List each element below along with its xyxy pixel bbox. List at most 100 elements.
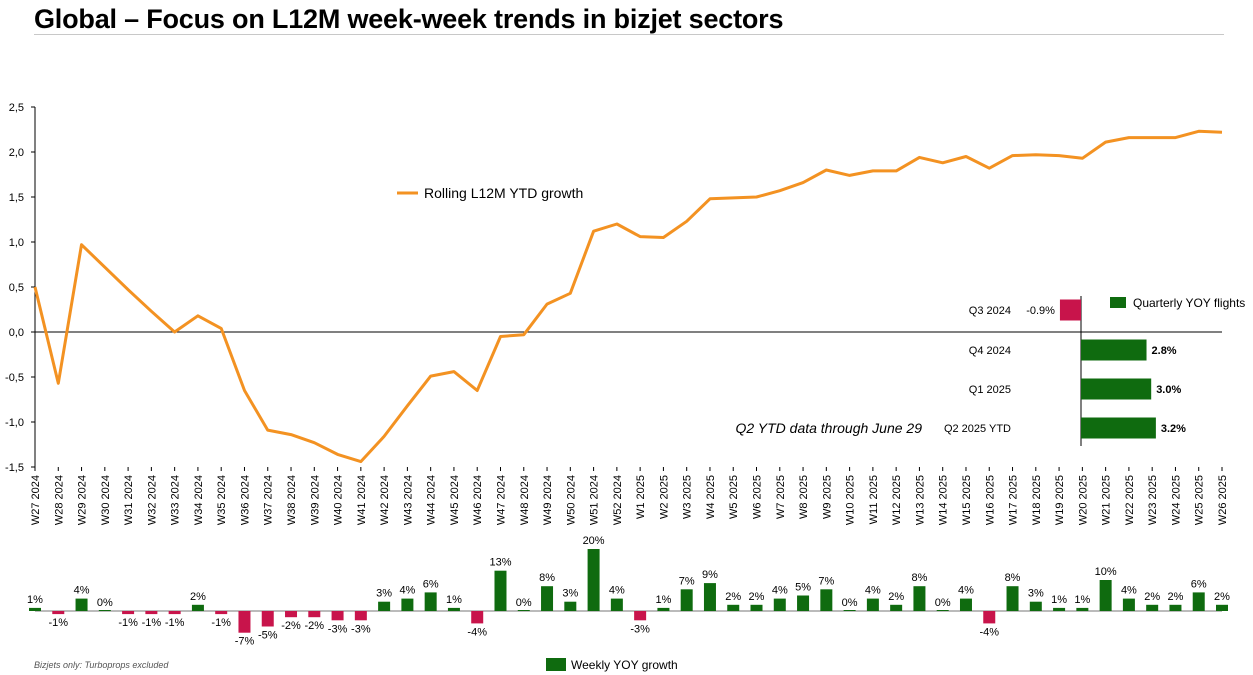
x-tick-label: W37 2024 <box>263 475 275 525</box>
weekly-legend-swatch <box>546 658 566 671</box>
weekly-bar-label: 6% <box>1191 578 1207 590</box>
weekly-bar-label: -4% <box>467 626 487 638</box>
weekly-bar <box>820 589 833 611</box>
weekly-bar <box>378 601 391 611</box>
weekly-bar-label: -1% <box>118 617 138 629</box>
weekly-bar-label: 0% <box>935 597 951 609</box>
weekly-bar-label: 8% <box>539 572 555 584</box>
weekly-bar-label: 1% <box>1074 594 1090 606</box>
weekly-bar <box>750 604 763 611</box>
rolling-growth-line <box>33 129 1223 464</box>
y-tick-label: -0,5 <box>5 372 24 384</box>
weekly-bar <box>610 598 623 611</box>
x-tick-label: W8 2025 <box>798 475 810 519</box>
x-tick-label: W2 2025 <box>658 475 670 519</box>
x-tick-label: W16 2025 <box>984 475 996 525</box>
weekly-bar <box>1029 601 1042 611</box>
y-tick-label: 1,0 <box>9 237 24 249</box>
weekly-bar-label: 3% <box>1028 588 1044 600</box>
quarterly-bar <box>1059 299 1081 321</box>
weekly-bar-label: 3% <box>562 588 578 600</box>
weekly-bar-label: -1% <box>165 617 185 629</box>
x-tick-label: W41 2024 <box>356 475 368 525</box>
quarterly-legend: Quarterly YOY flights <box>1110 296 1245 310</box>
weekly-bar-label: 7% <box>818 575 834 587</box>
weekly-bar-label: 4% <box>865 585 881 597</box>
weekly-bar-label: -1% <box>142 617 162 629</box>
y-tick-label: 1,5 <box>9 192 24 204</box>
y-tick-label: -1,5 <box>5 462 24 474</box>
weekly-bar <box>424 592 437 611</box>
x-tick-label: W48 2024 <box>519 475 531 525</box>
quarterly-note: Q2 YTD data through June 29 <box>735 420 922 436</box>
weekly-bar-label: -1% <box>211 617 231 629</box>
weekly-bar-label: -4% <box>979 626 999 638</box>
weekly-legend-label: Weekly YOY growth <box>571 658 678 672</box>
weekly-bar-label: 2% <box>888 591 904 603</box>
weekly-bar-label: -1% <box>48 617 68 629</box>
weekly-bar-label: 8% <box>911 572 927 584</box>
weekly-bar <box>1216 604 1228 611</box>
x-tick-label: W6 2025 <box>752 475 764 519</box>
weekly-bar-label: 1% <box>1051 594 1067 606</box>
weekly-bar-label: -7% <box>235 636 255 648</box>
x-tick-label: W29 2024 <box>77 475 89 525</box>
weekly-bar <box>866 598 879 611</box>
weekly-bar-label: 13% <box>489 557 511 569</box>
x-tick-label: W13 2025 <box>914 475 926 525</box>
weekly-bar <box>1192 592 1205 611</box>
weekly-bar <box>541 586 554 611</box>
y-tick-label: 2,0 <box>9 147 24 159</box>
weekly-bar <box>983 611 996 624</box>
x-tick-label: W7 2025 <box>775 475 787 519</box>
weekly-bar <box>447 607 460 611</box>
x-tick-label: W42 2024 <box>379 475 391 525</box>
weekly-bar-label: 9% <box>702 569 718 581</box>
weekly-bar-label: 1% <box>27 594 43 606</box>
weekly-bar-label: 2% <box>749 591 765 603</box>
quarterly-legend-label: Quarterly YOY flights <box>1133 296 1245 310</box>
x-tick-label: W11 2025 <box>868 475 880 524</box>
x-tick-label: W18 2025 <box>1031 475 1043 525</box>
weekly-bar-label: 1% <box>446 594 462 606</box>
y-tick-label: 0,0 <box>9 327 24 339</box>
x-tick-label: W15 2025 <box>961 475 973 525</box>
weekly-bar-label: 4% <box>609 585 625 597</box>
weekly-bar <box>517 610 530 611</box>
weekly-bar <box>587 549 600 611</box>
weekly-bar <box>773 598 786 611</box>
line-legend: Rolling L12M YTD growth <box>397 185 583 201</box>
weekly-bar <box>191 604 204 611</box>
weekly-bar <box>471 611 484 624</box>
x-tick-label: W31 2024 <box>123 475 135 525</box>
weekly-bar-label: 7% <box>679 575 695 587</box>
weekly-bar <box>703 583 716 611</box>
weekly-bar <box>1122 598 1135 611</box>
weekly-bar-label: -2% <box>281 620 301 632</box>
x-tick-label: W47 2024 <box>495 475 507 525</box>
x-tick-label: W32 2024 <box>146 475 158 525</box>
x-tick-label: W35 2024 <box>216 475 228 525</box>
weekly-bar <box>285 611 298 618</box>
weekly-legend: Weekly YOY growth <box>546 658 678 672</box>
x-tick-label: W17 2025 <box>1008 475 1020 525</box>
weekly-bar <box>75 598 88 611</box>
x-tick-label: W33 2024 <box>170 475 182 525</box>
weekly-bar-label: 2% <box>1144 591 1160 603</box>
weekly-bar-label: 0% <box>516 597 532 609</box>
weekly-bar <box>1006 586 1019 611</box>
footnote: Bizjets only: Turboprops excluded <box>34 660 169 670</box>
weekly-bar <box>1169 604 1182 611</box>
page-title: Global – Focus on L12M week-week trends … <box>34 4 784 34</box>
x-tick-label: W44 2024 <box>426 475 438 525</box>
weekly-bar <box>913 586 926 611</box>
weekly-bar-label: -3% <box>351 623 371 635</box>
weekly-bar-label: 2% <box>190 591 206 603</box>
x-tick-label: W20 2025 <box>1077 475 1089 525</box>
line-legend-label: Rolling L12M YTD growth <box>424 185 583 201</box>
weekly-bar <box>797 595 810 611</box>
weekly-bar <box>401 598 414 611</box>
x-tick-label: W39 2024 <box>309 475 321 525</box>
week-labels: W27 2024 W28 2024 W29 2024 W30 2024 W31 2024… <box>30 467 1229 525</box>
quarterly-value-label: 3.0% <box>1156 384 1181 396</box>
